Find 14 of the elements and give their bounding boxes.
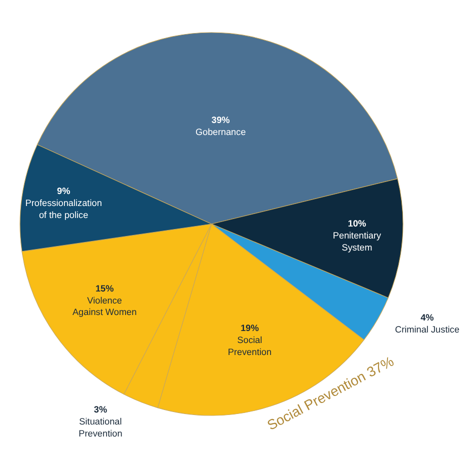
slice-label: Social Prevention	[228, 335, 272, 358]
slice-label: Professionalization of the police	[25, 198, 102, 220]
slice-label: Penitentiary System	[332, 230, 382, 252]
data-label: 15%	[95, 283, 114, 294]
data-label: 9%	[56, 186, 70, 196]
data-label: 10%	[348, 218, 366, 229]
data-label: 4%	[420, 312, 434, 322]
slice-label: Criminal Justice	[395, 324, 460, 334]
data-label: 39%	[212, 115, 230, 126]
slice-label: Violence Against Women	[72, 295, 137, 318]
data-label: 3%	[94, 404, 108, 414]
slice-label: Situational Prevention	[78, 416, 122, 438]
data-label: 19%	[240, 323, 259, 334]
slice-label: Gobernance	[196, 126, 246, 137]
